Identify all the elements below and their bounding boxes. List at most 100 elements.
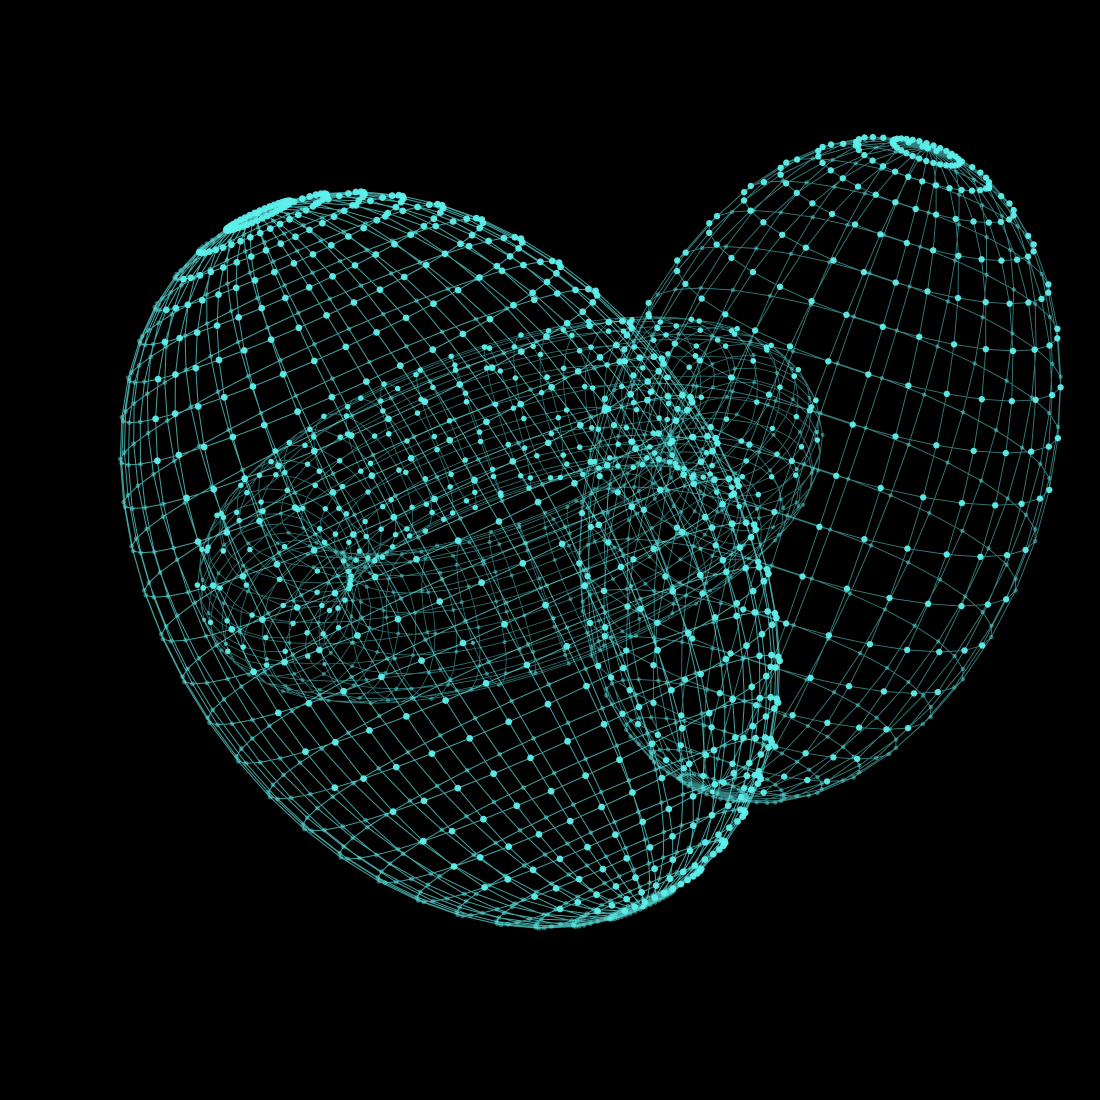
outer-ellipsoid-node bbox=[640, 904, 646, 910]
outer-ellipsoid-node bbox=[515, 920, 520, 925]
right-bulb-node bbox=[926, 210, 931, 215]
right-bulb-node bbox=[887, 751, 892, 757]
outer-ellipsoid-node bbox=[549, 881, 554, 886]
outer-ellipsoid-node bbox=[513, 802, 521, 810]
right-bulb-node bbox=[943, 551, 950, 558]
outer-ellipsoid-node bbox=[594, 907, 601, 915]
right-bulb-node bbox=[903, 135, 910, 143]
outer-ellipsoid-node bbox=[688, 866, 693, 871]
outer-ellipsoid-node bbox=[640, 904, 646, 910]
outer-ellipsoid-node bbox=[156, 320, 162, 326]
right-bulb-node bbox=[874, 145, 879, 150]
inner-torus-node bbox=[286, 687, 291, 692]
inner-torus-node bbox=[222, 542, 227, 547]
outer-ellipsoid-node bbox=[178, 268, 184, 273]
outer-ellipsoid-node bbox=[701, 856, 709, 863]
outer-ellipsoid-node bbox=[174, 271, 180, 277]
right-bulb-node bbox=[753, 702, 760, 709]
right-bulb-node bbox=[730, 287, 735, 293]
outer-ellipsoid-node bbox=[616, 358, 624, 365]
outer-ellipsoid-node bbox=[345, 233, 352, 240]
outer-ellipsoid-node bbox=[644, 396, 651, 404]
right-bulb-node bbox=[882, 607, 888, 612]
right-bulb-node bbox=[930, 247, 937, 254]
outer-ellipsoid-node bbox=[395, 191, 403, 199]
outer-ellipsoid-node bbox=[614, 743, 620, 749]
outer-ellipsoid-node bbox=[613, 455, 618, 461]
outer-ellipsoid-node bbox=[168, 638, 174, 644]
right-bulb-node bbox=[630, 382, 636, 387]
outer-ellipsoid-node bbox=[708, 811, 716, 819]
outer-ellipsoid-node bbox=[585, 285, 592, 293]
outer-ellipsoid-node bbox=[481, 884, 488, 891]
right-bulb-node bbox=[970, 218, 977, 225]
inner-torus-node bbox=[290, 620, 296, 627]
right-bulb-node bbox=[998, 192, 1005, 200]
outer-ellipsoid-node bbox=[533, 925, 539, 930]
right-bulb-node bbox=[815, 153, 822, 160]
outer-ellipsoid-node bbox=[667, 891, 672, 897]
outer-ellipsoid-node bbox=[409, 876, 414, 882]
outer-ellipsoid-node bbox=[543, 278, 551, 286]
outer-ellipsoid-node bbox=[427, 379, 433, 384]
inner-torus-node bbox=[622, 358, 629, 365]
outer-ellipsoid-node bbox=[271, 268, 278, 276]
inner-torus-node bbox=[743, 458, 750, 464]
right-bulb-node bbox=[808, 298, 815, 305]
outer-ellipsoid-node bbox=[350, 835, 356, 841]
right-bulb-node bbox=[777, 164, 784, 171]
outer-ellipsoid-node bbox=[531, 736, 536, 741]
inner-torus-node bbox=[814, 430, 819, 435]
outer-ellipsoid-node bbox=[552, 885, 560, 892]
right-bulb-node bbox=[863, 425, 868, 431]
outer-ellipsoid-node bbox=[459, 639, 467, 647]
inner-torus-node bbox=[763, 344, 770, 350]
right-bulb-node bbox=[854, 183, 862, 190]
outer-ellipsoid-node bbox=[498, 267, 506, 275]
right-bulb-node bbox=[924, 288, 931, 295]
right-bulb-node bbox=[867, 271, 872, 276]
outer-ellipsoid-node bbox=[352, 512, 357, 518]
right-bulb-node bbox=[671, 340, 678, 347]
inner-torus-node bbox=[409, 686, 414, 691]
inner-torus-node bbox=[686, 364, 692, 371]
outer-ellipsoid-node bbox=[660, 889, 668, 897]
outer-ellipsoid-node bbox=[316, 646, 323, 654]
outer-ellipsoid-node bbox=[599, 902, 605, 908]
right-bulb-node bbox=[648, 755, 654, 760]
outer-ellipsoid-node bbox=[215, 389, 221, 395]
outer-ellipsoid-node bbox=[225, 281, 230, 286]
inner-torus-node bbox=[277, 576, 283, 583]
outer-ellipsoid-node bbox=[465, 364, 471, 369]
outer-ellipsoid-node bbox=[619, 404, 625, 410]
inner-torus-node bbox=[399, 573, 404, 578]
outer-ellipsoid-node bbox=[172, 304, 180, 312]
outer-ellipsoid-node bbox=[640, 904, 646, 910]
right-bulb-node bbox=[825, 358, 832, 365]
right-bulb-node bbox=[937, 577, 943, 582]
outer-ellipsoid-node bbox=[210, 237, 215, 243]
outer-ellipsoid-node bbox=[751, 609, 759, 616]
inner-torus-node bbox=[404, 526, 410, 532]
outer-ellipsoid-node bbox=[310, 357, 318, 365]
outer-ellipsoid-node bbox=[357, 855, 362, 861]
right-bulb-node bbox=[1003, 596, 1010, 603]
inner-torus-node bbox=[263, 634, 269, 641]
right-bulb-node bbox=[943, 147, 950, 155]
inner-torus-node bbox=[630, 464, 637, 471]
inner-torus-node bbox=[353, 557, 359, 563]
outer-ellipsoid-node bbox=[542, 852, 548, 857]
outer-ellipsoid-node bbox=[309, 251, 317, 258]
right-bulb-node bbox=[922, 392, 927, 397]
outer-ellipsoid-node bbox=[335, 192, 343, 200]
outer-ellipsoid-node bbox=[570, 922, 576, 928]
outer-ellipsoid-node bbox=[569, 918, 575, 923]
outer-ellipsoid-node bbox=[204, 241, 210, 247]
outer-ellipsoid-node bbox=[216, 233, 222, 239]
outer-ellipsoid-node bbox=[700, 785, 706, 790]
outer-ellipsoid-node bbox=[701, 749, 707, 755]
inner-torus-node bbox=[221, 601, 226, 606]
right-bulb-node bbox=[679, 639, 685, 645]
inner-torus-node bbox=[790, 366, 795, 371]
right-bulb-node bbox=[1054, 435, 1062, 442]
